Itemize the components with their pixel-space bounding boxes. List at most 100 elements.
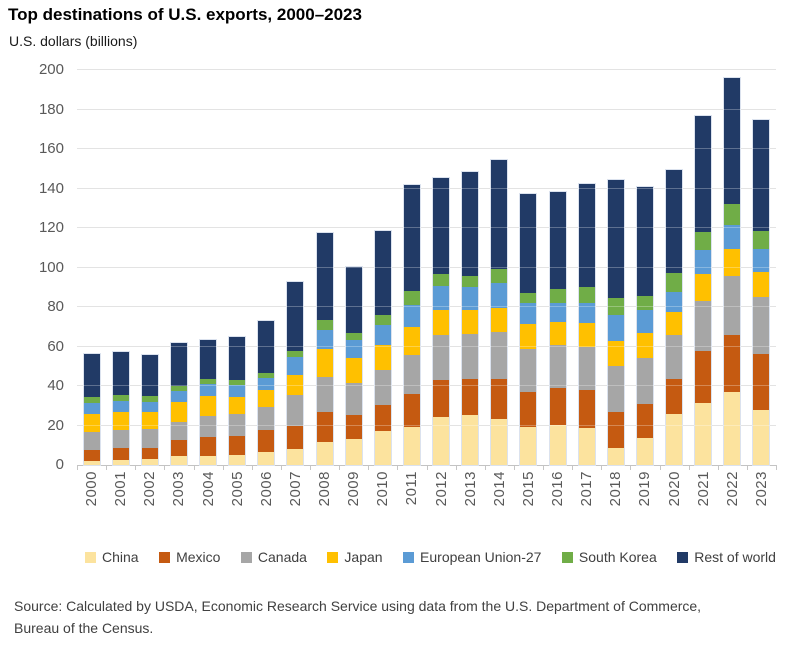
x-axis-label-2010: 2010 bbox=[374, 471, 392, 507]
legend-item-japan: Japan bbox=[327, 549, 383, 565]
legend-item-canada: Canada bbox=[240, 549, 307, 565]
gridline-120 bbox=[77, 227, 776, 228]
segment-japan-2019 bbox=[636, 332, 653, 359]
chart-legend: China Mexico Canada Japan European Union-27 S… bbox=[85, 546, 776, 568]
bar-slot-2004 bbox=[194, 70, 223, 467]
x-axis-tick-16 bbox=[543, 465, 544, 470]
segment-china-2001 bbox=[112, 460, 129, 465]
segment-european-union-27-2011 bbox=[403, 305, 420, 327]
segment-mexico-2009 bbox=[345, 414, 362, 440]
x-label-slot-2003: 2003 bbox=[164, 471, 193, 527]
x-label-slot-2022: 2022 bbox=[718, 471, 747, 527]
segment-rest-of-world-2014 bbox=[491, 159, 508, 269]
x-label-slot-2016: 2016 bbox=[543, 471, 572, 527]
segment-mexico-2020 bbox=[666, 379, 683, 414]
x-axis-tick-11 bbox=[397, 465, 399, 470]
bar-slot-2001 bbox=[106, 70, 135, 466]
gridlines bbox=[77, 69, 776, 466]
segment-canada-2014 bbox=[491, 331, 508, 380]
segment-south-korea-2013 bbox=[462, 276, 479, 288]
bar-slot-2021 bbox=[689, 70, 718, 466]
bar-2006 bbox=[257, 319, 276, 467]
x-axis-tick-1 bbox=[106, 465, 108, 470]
segment-canada-2020 bbox=[666, 334, 683, 380]
segment-mexico-2013 bbox=[462, 379, 479, 415]
segment-china-2006 bbox=[258, 452, 275, 465]
segment-japan-2023 bbox=[753, 272, 770, 298]
segment-china-2008 bbox=[316, 442, 333, 465]
segment-rest-of-world-2018 bbox=[607, 179, 624, 299]
segment-south-korea-2015 bbox=[520, 293, 537, 304]
segment-canada-2009 bbox=[345, 383, 362, 415]
bar-2010 bbox=[373, 229, 392, 467]
bar-slot-2020 bbox=[660, 70, 689, 467]
bar-2009 bbox=[344, 265, 363, 467]
x-label-slot-2009: 2009 bbox=[339, 471, 368, 527]
segment-japan-2000 bbox=[83, 413, 100, 433]
segment-rest-of-world-2000 bbox=[83, 354, 100, 397]
x-label-slot-2011: 2011 bbox=[397, 471, 426, 527]
legend-label-mexico: Mexico bbox=[176, 549, 221, 565]
bar-2021 bbox=[694, 115, 713, 466]
legend-swatch-japan bbox=[327, 551, 339, 563]
x-axis-tick-24 bbox=[776, 465, 777, 470]
x-label-slot-2020: 2020 bbox=[660, 471, 689, 527]
segment-european-union-27-2002 bbox=[141, 401, 158, 412]
y-axis-label-160: 160 bbox=[38, 140, 64, 157]
bar-2014 bbox=[490, 158, 509, 467]
x-axis-label-2018: 2018 bbox=[607, 471, 625, 507]
x-axis-tick-19 bbox=[630, 465, 632, 470]
x-label-slot-2021: 2021 bbox=[689, 471, 718, 527]
segment-european-union-27-2008 bbox=[316, 329, 333, 350]
segment-south-korea-2009 bbox=[345, 332, 362, 340]
x-label-slot-2018: 2018 bbox=[601, 471, 630, 527]
segment-south-korea-2011 bbox=[403, 291, 420, 306]
x-axis-label-2004: 2004 bbox=[199, 471, 217, 507]
segment-canada-2008 bbox=[316, 377, 333, 412]
bar-slot-2017 bbox=[572, 70, 601, 467]
gridline-80 bbox=[77, 306, 776, 307]
segment-mexico-2023 bbox=[753, 354, 770, 410]
legend-item-european-union-27: European Union-27 bbox=[403, 549, 541, 565]
segment-european-union-27-2023 bbox=[753, 248, 770, 273]
bar-2000 bbox=[82, 353, 101, 466]
segment-rest-of-world-2006 bbox=[258, 320, 275, 374]
bar-2022 bbox=[723, 76, 742, 467]
x-axis-tick-18 bbox=[601, 465, 603, 470]
x-axis-tick-22 bbox=[717, 465, 719, 470]
segment-china-2007 bbox=[287, 449, 304, 465]
x-label-slot-2010: 2010 bbox=[368, 471, 397, 527]
legend-label-european-union-27: European Union-27 bbox=[420, 549, 542, 565]
x-axis-tick-6 bbox=[251, 465, 253, 470]
bar-slot-2000 bbox=[77, 70, 106, 466]
bar-slot-2013 bbox=[456, 70, 485, 467]
bar-2011 bbox=[402, 183, 421, 467]
segment-south-korea-2008 bbox=[316, 319, 333, 330]
segment-rest-of-world-2008 bbox=[316, 232, 333, 320]
x-label-slot-2019: 2019 bbox=[630, 471, 659, 527]
segment-european-union-27-2003 bbox=[170, 390, 187, 402]
segment-japan-2015 bbox=[520, 323, 537, 349]
segment-south-korea-2001 bbox=[112, 394, 129, 401]
segment-china-2014 bbox=[491, 418, 508, 465]
segment-south-korea-2019 bbox=[636, 296, 653, 310]
y-axis-label-20: 20 bbox=[47, 416, 64, 434]
chart-y-axis-units-label: U.S. dollars (billions) bbox=[9, 33, 138, 49]
segment-european-union-27-2000 bbox=[83, 402, 100, 414]
x-axis-label-2020: 2020 bbox=[665, 471, 683, 507]
segment-south-korea-2000 bbox=[83, 396, 100, 403]
x-axis-tick-4 bbox=[193, 465, 195, 470]
segment-rest-of-world-2011 bbox=[403, 184, 420, 292]
segment-rest-of-world-2019 bbox=[636, 186, 653, 297]
legend-swatch-rest-of-world bbox=[677, 551, 689, 563]
segment-mexico-2004 bbox=[200, 437, 217, 457]
legend-item-rest-of-world: Rest of world bbox=[677, 549, 776, 565]
x-axis-tick-0 bbox=[77, 465, 78, 470]
x-label-slot-2015: 2015 bbox=[514, 471, 543, 527]
segment-european-union-27-2022 bbox=[724, 225, 741, 249]
x-axis-tick-17 bbox=[572, 465, 574, 470]
segment-mexico-2019 bbox=[636, 403, 653, 439]
gridline-160 bbox=[77, 148, 776, 149]
bar-2015 bbox=[519, 193, 538, 466]
bar-slot-2007 bbox=[281, 70, 310, 466]
